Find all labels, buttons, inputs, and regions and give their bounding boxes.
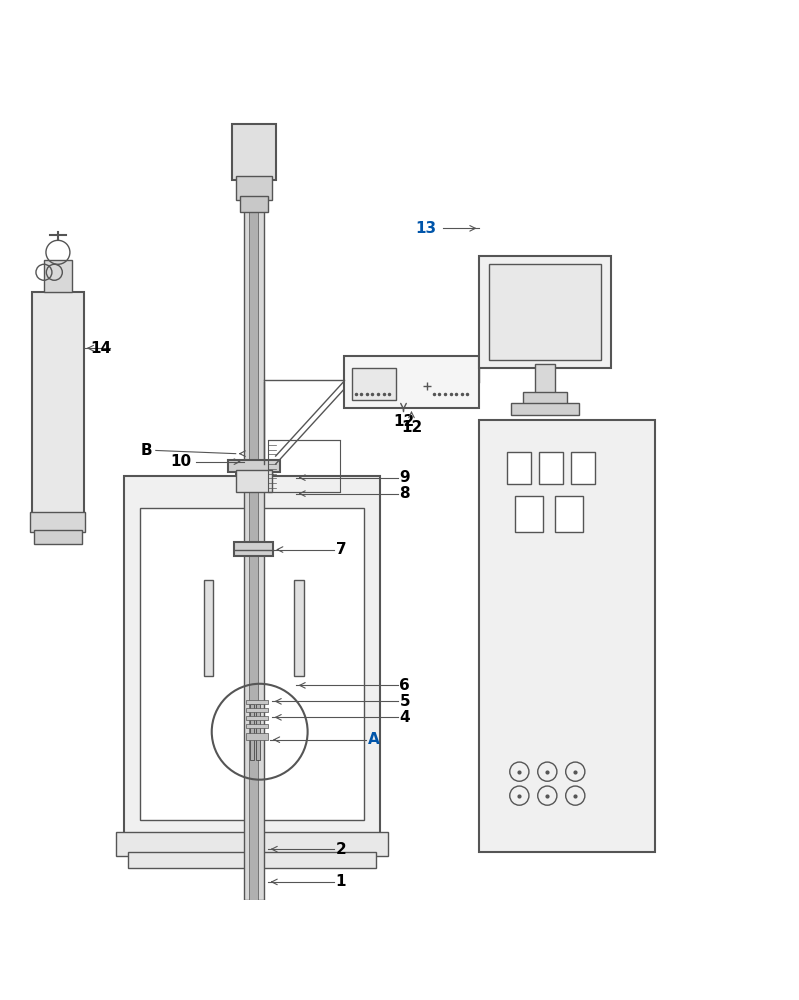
Text: 12: 12 xyxy=(401,420,422,435)
Text: 8: 8 xyxy=(400,486,410,501)
Bar xyxy=(204,580,213,676)
Bar xyxy=(539,452,563,484)
Bar xyxy=(246,733,268,740)
Bar xyxy=(246,724,268,728)
Bar xyxy=(268,440,340,492)
Bar xyxy=(511,403,579,415)
Bar xyxy=(256,704,260,760)
Bar xyxy=(479,420,655,852)
Polygon shape xyxy=(236,472,276,488)
Text: B: B xyxy=(140,443,152,458)
Bar xyxy=(489,264,601,360)
Bar xyxy=(234,542,273,556)
Text: 1: 1 xyxy=(336,874,346,889)
Bar xyxy=(232,124,276,180)
Bar xyxy=(228,460,280,472)
Bar xyxy=(555,496,583,532)
Text: A: A xyxy=(368,732,380,747)
Bar xyxy=(236,176,272,200)
Bar xyxy=(140,508,364,820)
Bar xyxy=(124,476,380,836)
Text: 12: 12 xyxy=(393,414,414,429)
Text: 5: 5 xyxy=(400,694,410,709)
Bar xyxy=(507,452,531,484)
Bar xyxy=(240,196,268,212)
Bar xyxy=(30,512,85,532)
Bar xyxy=(352,368,396,400)
Bar xyxy=(344,356,479,408)
Bar xyxy=(246,700,268,704)
Bar xyxy=(32,292,84,516)
Bar xyxy=(246,708,268,712)
Text: 6: 6 xyxy=(400,678,410,693)
Bar xyxy=(294,580,304,676)
Text: 4: 4 xyxy=(400,710,410,725)
Bar xyxy=(571,452,595,484)
Bar xyxy=(515,496,543,532)
Text: 2: 2 xyxy=(336,842,346,857)
Bar xyxy=(236,470,272,492)
Bar xyxy=(116,832,388,856)
Text: 9: 9 xyxy=(400,470,410,485)
Bar xyxy=(34,530,82,544)
Bar xyxy=(523,392,567,404)
Bar xyxy=(44,260,72,292)
Bar xyxy=(479,256,611,368)
Bar xyxy=(535,364,555,396)
Text: 10: 10 xyxy=(171,454,192,469)
Bar xyxy=(128,852,376,868)
Text: 13: 13 xyxy=(415,221,436,236)
Text: 14: 14 xyxy=(91,341,112,356)
Bar xyxy=(250,704,254,760)
Bar xyxy=(244,164,264,900)
Text: 7: 7 xyxy=(336,542,346,557)
Bar xyxy=(246,716,268,720)
Bar xyxy=(249,164,258,900)
